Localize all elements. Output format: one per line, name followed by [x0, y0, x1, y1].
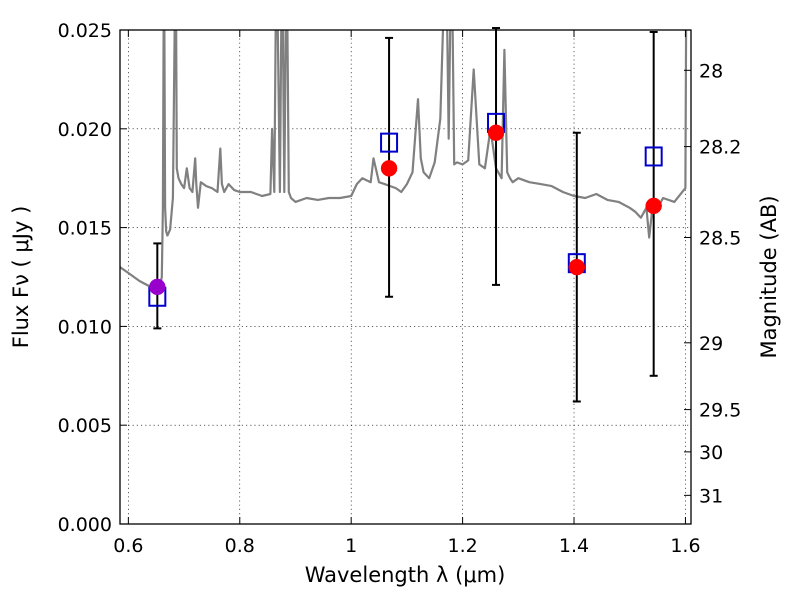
- y-tick-label: 0.005: [58, 415, 112, 437]
- axis-ticks: 0.6 0.8 1 1.2 1.4 1.6 0.000 0.005 0.010 0.015 0.02…: [58, 20, 742, 557]
- y-tick-label: 0.015: [58, 218, 112, 240]
- x-tick-label: 1.2: [447, 535, 477, 557]
- observed-flux-point: [380, 160, 398, 177]
- y-tick-label: 0.020: [58, 119, 112, 141]
- y2-tick-label: 31: [699, 485, 723, 507]
- model-flux-square: [380, 132, 399, 153]
- model-spectrum-line: [120, 30, 688, 292]
- y-tick-label: 0.025: [58, 20, 112, 42]
- observed-circle-layer: [149, 124, 662, 296]
- x-tick-label: 0.6: [113, 535, 143, 557]
- y2-tick-label: 28: [699, 60, 723, 82]
- spectrum-layer: [120, 30, 688, 292]
- plot-background: [120, 30, 691, 524]
- y-tick-label: 0.010: [58, 316, 112, 338]
- observed-flux-point: [487, 124, 505, 142]
- plot-frame: [119, 29, 692, 525]
- x-tick-label: 0.8: [225, 535, 255, 557]
- y2-tick-label: 29: [699, 333, 723, 355]
- y2-axis-title: Magnitude (AB): [757, 195, 781, 358]
- y2-tick-label: 28.2: [699, 137, 741, 159]
- x-tick-label: 1.4: [559, 535, 589, 557]
- x-axis-title: Wavelength λ (μm): [305, 563, 506, 587]
- y2-tick-label: 30: [699, 442, 723, 464]
- observed-flux-point: [568, 258, 586, 276]
- y2-tick-label: 29.5: [699, 400, 741, 422]
- x-tick-label: 1.6: [670, 535, 700, 557]
- x-tick-label: 1: [345, 535, 357, 557]
- model-flux-square: [644, 146, 663, 167]
- y-axis-title: Flux Fν ( μJy ): [9, 206, 33, 349]
- grid: [120, 30, 691, 524]
- y-tick-label: 0.000: [58, 514, 112, 536]
- observed-flux-point: [149, 278, 166, 296]
- y2-tick-label: 28.5: [699, 227, 741, 249]
- observed-flux-point: [645, 197, 662, 215]
